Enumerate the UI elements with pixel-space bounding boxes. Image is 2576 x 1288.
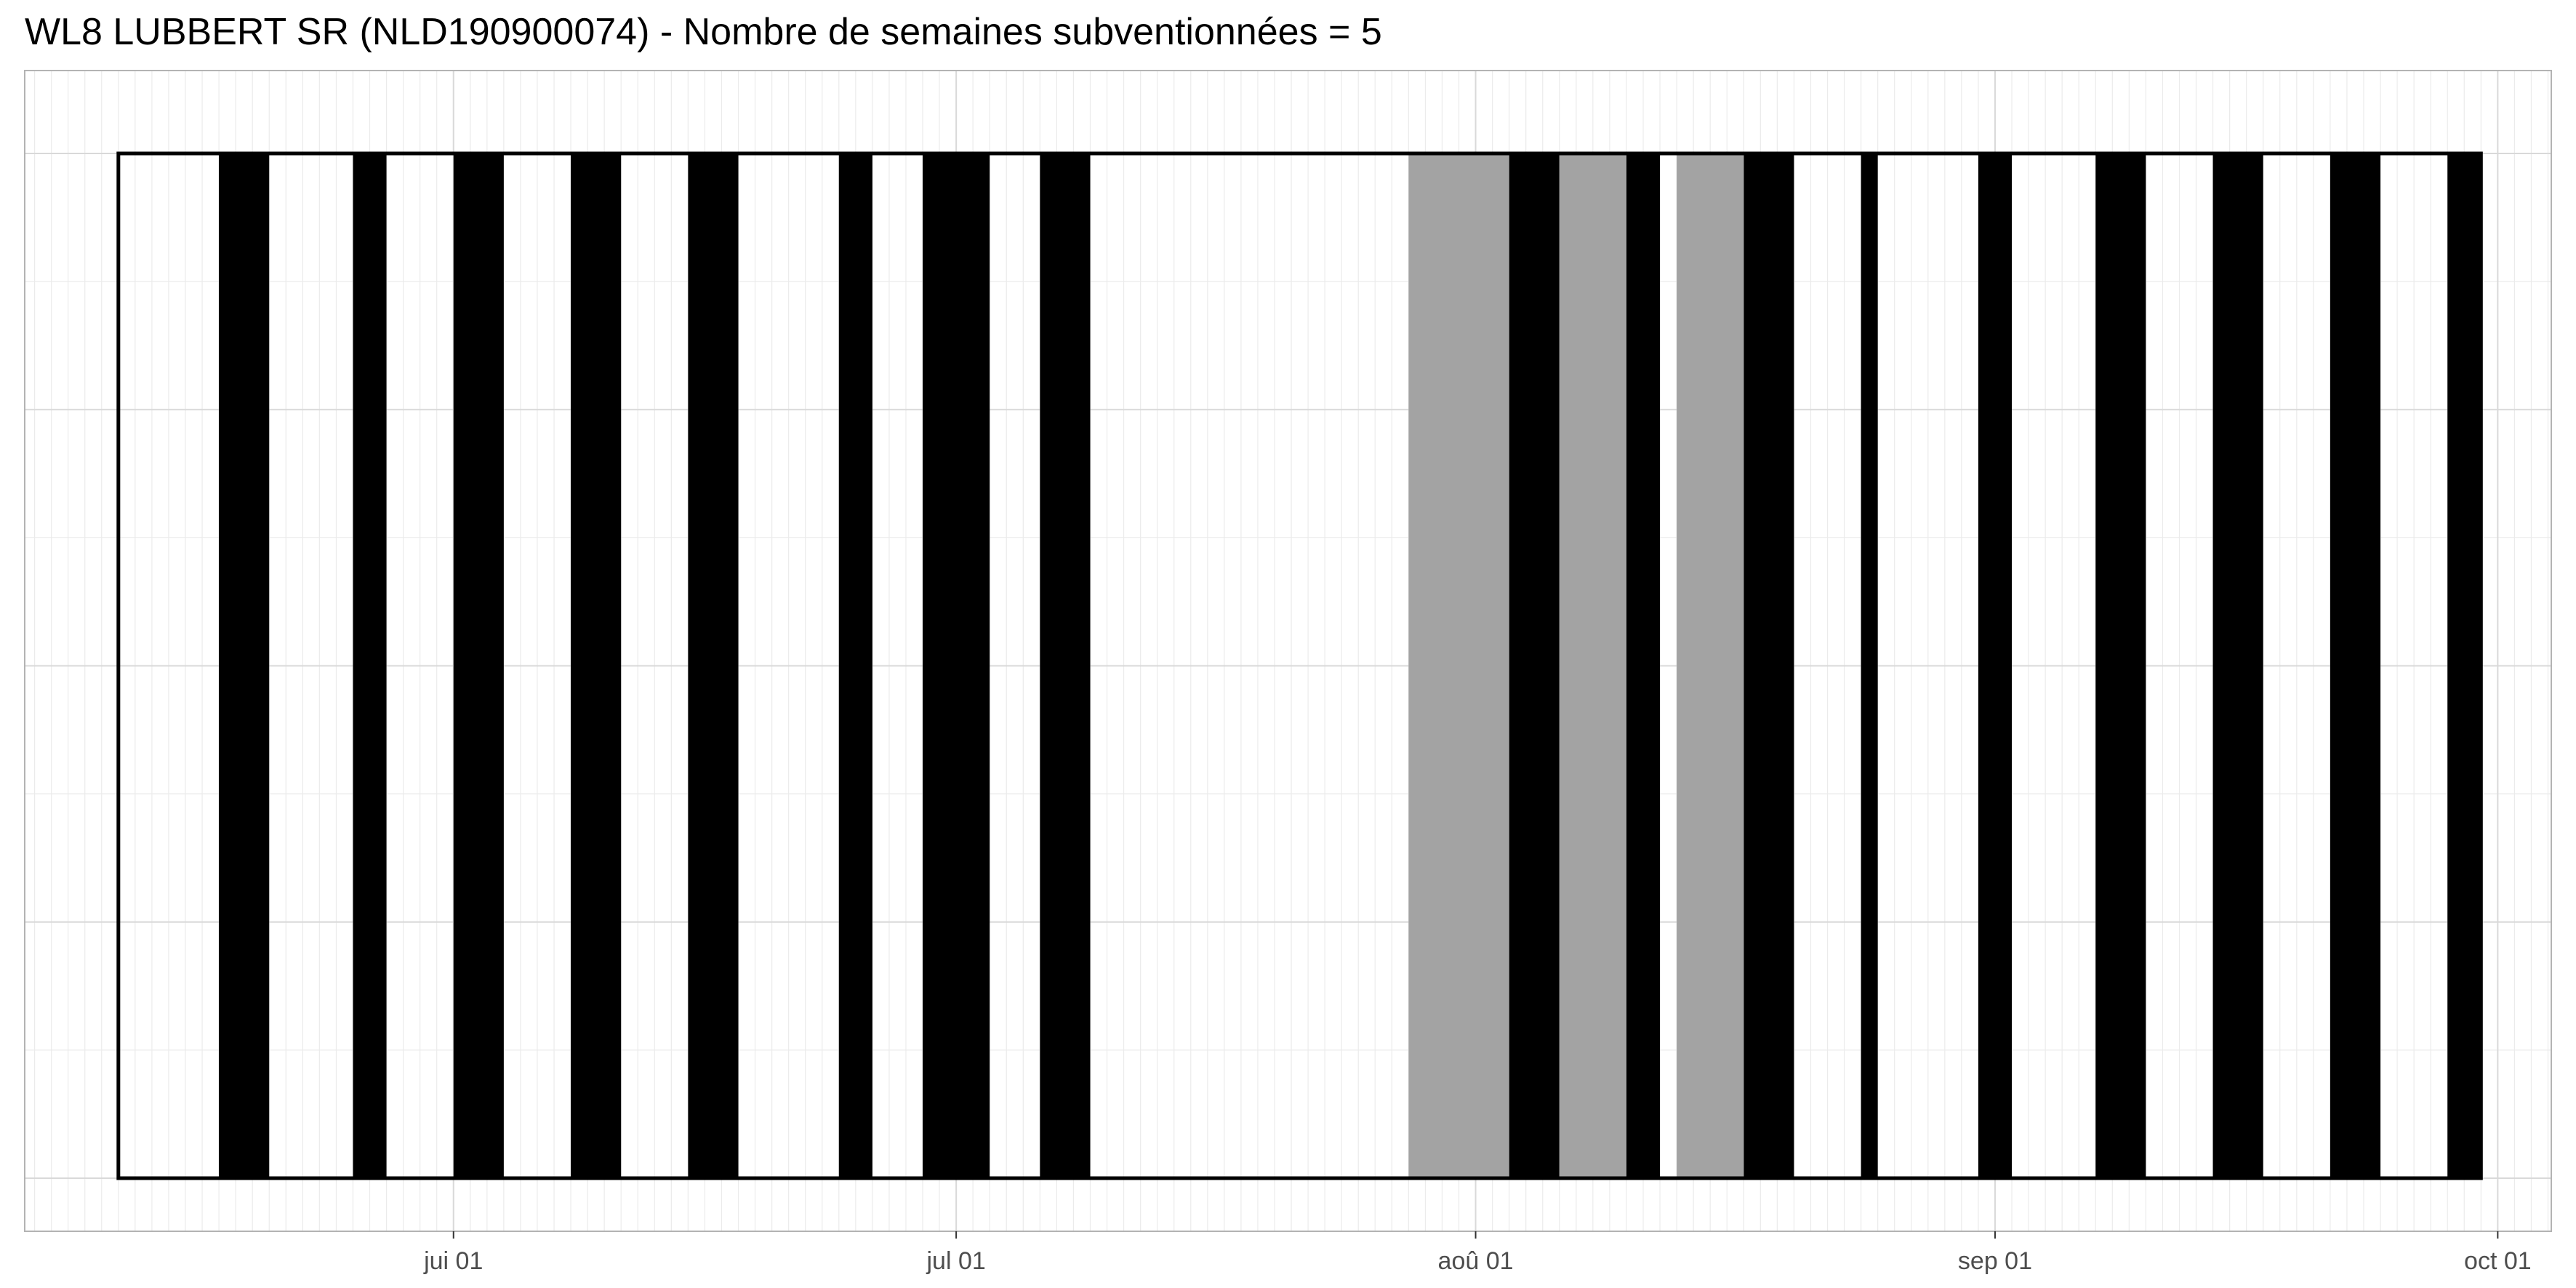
interval-bars (219, 153, 2481, 1178)
occupied-bar (353, 153, 387, 1178)
occupied-bar (1626, 153, 1661, 1178)
occupied-bar (923, 153, 990, 1178)
occupied-bar (2095, 153, 2146, 1178)
occupied-bar (688, 153, 739, 1178)
occupied-bar (1978, 153, 2013, 1178)
occupied-bar (2447, 153, 2481, 1178)
x-tick-label: aoû 01 (1438, 1247, 1514, 1275)
occupied-bar (2212, 153, 2263, 1178)
occupied-bar (1861, 153, 1878, 1178)
occupied-bar (453, 153, 504, 1178)
subsidized-bar (1408, 153, 1509, 1178)
occupied-bar (571, 153, 622, 1178)
x-tick-label: oct 01 (2464, 1247, 2532, 1275)
x-tick-label: jul 01 (926, 1247, 985, 1275)
occupancy-frame (116, 151, 2483, 1180)
x-tick-label: sep 01 (1958, 1247, 2032, 1275)
x-tick-label: jui 01 (423, 1247, 483, 1275)
occupied-bar (1509, 153, 1560, 1178)
occupied-bar (1040, 153, 1091, 1178)
occupied-bar (219, 153, 270, 1178)
occupied-bar (2330, 153, 2381, 1178)
chart-title: WL8 LUBBERT SR (NLD190900074) - Nombre d… (25, 11, 1382, 53)
panel-border (24, 70, 2552, 1232)
panel-background (25, 71, 2551, 1231)
occupied-bar (1744, 153, 1794, 1178)
occupied-bar (838, 153, 872, 1178)
subsidized-bar (1559, 153, 1626, 1178)
subsidized-bar (1677, 153, 1744, 1178)
x-axis-ticks: jui 01 jul 01 aoû 01 sep 01 oct 01 (423, 1231, 2532, 1275)
